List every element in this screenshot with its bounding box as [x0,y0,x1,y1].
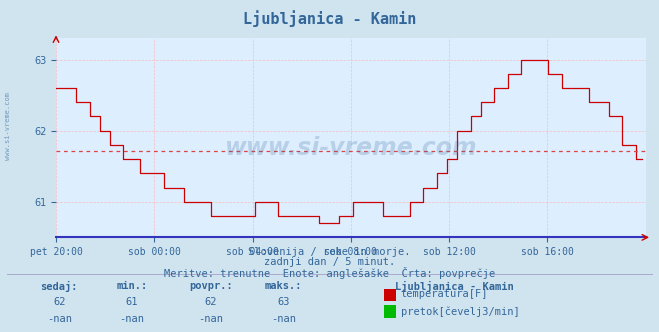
Text: zadnji dan / 5 minut.: zadnji dan / 5 minut. [264,257,395,267]
Text: pretok[čevelj3/min]: pretok[čevelj3/min] [401,306,519,317]
Text: temperatura[F]: temperatura[F] [401,290,488,299]
Text: min.:: min.: [116,281,148,290]
Text: sedaj:: sedaj: [41,281,78,291]
Text: 61: 61 [126,297,138,307]
Text: povpr.:: povpr.: [189,281,233,290]
Text: 62: 62 [205,297,217,307]
Text: www.si-vreme.com: www.si-vreme.com [5,92,11,160]
Text: Slovenija / reke in morje.: Slovenija / reke in morje. [248,247,411,257]
Text: -nan: -nan [198,314,223,324]
Text: www.si-vreme.com: www.si-vreme.com [225,136,477,160]
Text: -nan: -nan [119,314,144,324]
Text: -nan: -nan [47,314,72,324]
Text: Ljubljanica - Kamin: Ljubljanica - Kamin [243,10,416,27]
Text: 62: 62 [53,297,65,307]
Text: Ljubljanica - Kamin: Ljubljanica - Kamin [395,281,514,291]
Text: 63: 63 [277,297,289,307]
Text: Meritve: trenutne  Enote: anglešaške  Črta: povprečje: Meritve: trenutne Enote: anglešaške Črta… [164,267,495,279]
Text: maks.:: maks.: [265,281,302,290]
Text: -nan: -nan [271,314,296,324]
